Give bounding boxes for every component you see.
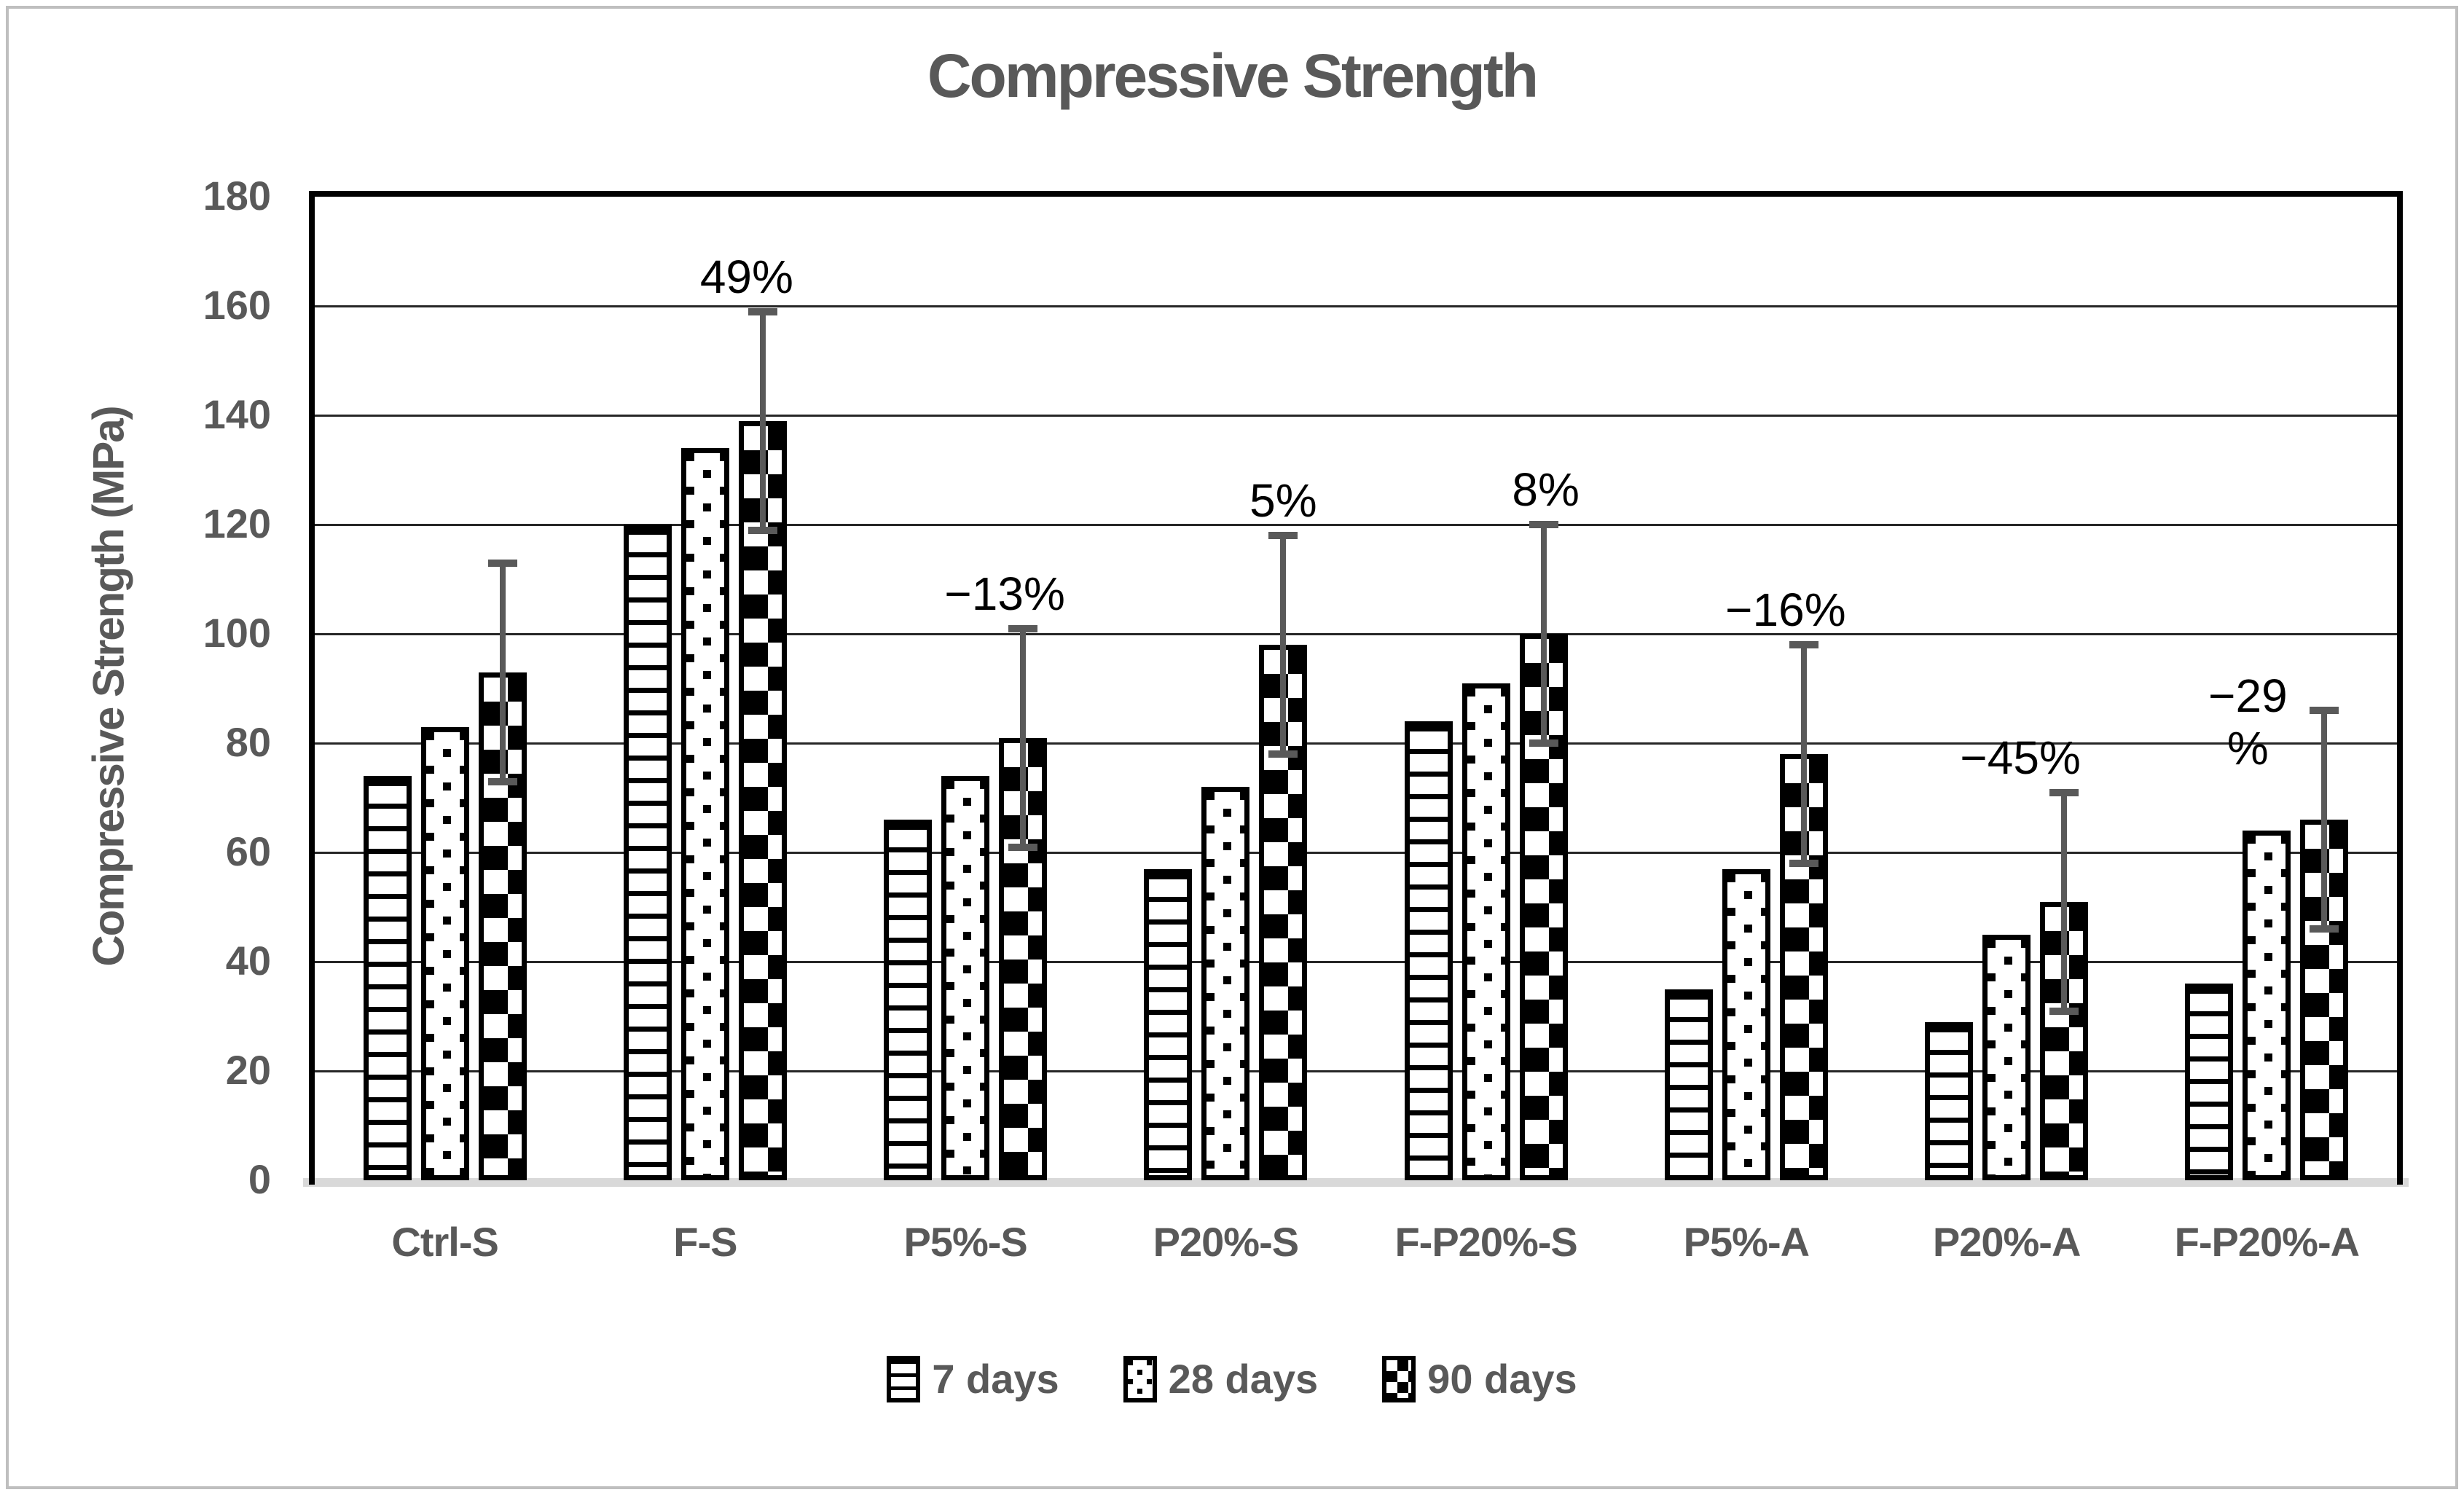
x-tick-label: F-S: [673, 1219, 737, 1265]
error-bar-top-cap: [1789, 641, 1818, 648]
plot-border-left: [309, 191, 315, 1185]
annotation-P5%-A: −16%: [1725, 584, 1846, 636]
bar-28-days: [1201, 787, 1250, 1180]
legend-swatch-icon: [1123, 1355, 1157, 1402]
error-bar-bottom-cap: [1529, 739, 1558, 747]
bar-28-days: [941, 776, 990, 1180]
gridline: [315, 523, 2397, 526]
x-tick-label: Ctrl-S: [391, 1219, 498, 1265]
error-bar: [1800, 645, 1807, 863]
gridline: [315, 1070, 2397, 1072]
legend-item: 90 days: [1382, 1355, 1577, 1402]
error-bar-bottom-cap: [1008, 843, 1038, 851]
annotation-P5%-S: −13%: [944, 567, 1065, 620]
legend-label: 28 days: [1168, 1356, 1319, 1402]
bar-90-days: [478, 672, 527, 1180]
error-bar-top-cap: [1008, 624, 1038, 632]
error-bar-bottom-cap: [2049, 1007, 2079, 1015]
error-bar-top-cap: [2049, 788, 2079, 796]
y-tick-label: 100: [203, 610, 271, 656]
legend-swatch-icon: [887, 1355, 921, 1402]
plot-border-right: [2397, 191, 2403, 1185]
legend-item: 28 days: [1123, 1355, 1319, 1402]
gridline: [315, 632, 2397, 635]
legend-label: 90 days: [1427, 1356, 1577, 1402]
error-bar-top-cap: [2310, 707, 2339, 714]
annotation-F-S: 49%: [699, 250, 793, 303]
plot-area: 49% −13% 5% 8% −16% −45% −29 %: [315, 197, 2397, 1180]
y-tick-label: 180: [203, 173, 271, 219]
y-tick-label: 120: [203, 501, 271, 546]
y-tick-label: 80: [225, 719, 271, 765]
bar-28-days: [1722, 868, 1770, 1180]
bar-7-days: [884, 820, 933, 1180]
annotation-F-P20%-S: 8%: [1512, 463, 1580, 516]
gridline: [315, 305, 2397, 307]
error-bar: [499, 562, 506, 782]
bar-28-days: [1461, 683, 1510, 1180]
error-bar: [2061, 792, 2068, 1011]
x-tick-label: P20%-A: [1932, 1219, 2082, 1265]
bar-90-days: [738, 420, 787, 1180]
error-bar: [1020, 628, 1027, 847]
bar-28-days: [420, 726, 469, 1180]
chart-figure: Compressive Strength Compressive Strengt…: [6, 6, 2458, 1489]
y-tick-label: 0: [248, 1156, 271, 1202]
error-bar-bottom-cap: [2310, 925, 2339, 933]
error-bar: [1540, 525, 1547, 743]
error-bar-bottom-cap: [487, 777, 517, 785]
bar-7-days: [363, 776, 412, 1180]
x-tick-label: F-P20%-A: [2174, 1219, 2360, 1265]
error-bar-bottom-cap: [748, 526, 777, 534]
x-tick-label: P5%-A: [1683, 1219, 1810, 1265]
bar-7-days: [2185, 984, 2234, 1180]
error-bar-top-cap: [1529, 521, 1558, 528]
y-tick-label: 20: [225, 1047, 271, 1093]
bar-7-days: [1925, 1021, 1974, 1180]
y-tick-label: 160: [203, 282, 271, 328]
legend-swatch-icon: [1382, 1355, 1416, 1402]
bar-7-days: [1144, 868, 1193, 1180]
y-axis-title: Compressive Strength (MPa): [84, 407, 133, 967]
gridline: [315, 414, 2397, 417]
legend-item: 7 days: [887, 1355, 1059, 1402]
error-bar-top-cap: [1268, 532, 1298, 539]
y-tick-label: 140: [203, 391, 271, 437]
legend: 7 days 28 days 90 days: [9, 1355, 2455, 1402]
bar-28-days: [680, 448, 729, 1180]
bar-7-days: [623, 525, 672, 1180]
error-bar-bottom-cap: [1789, 860, 1818, 867]
x-tick-label: P5%-S: [903, 1219, 1027, 1265]
error-bar: [759, 311, 766, 530]
legend-label: 7 days: [932, 1356, 1059, 1402]
error-bar: [2321, 710, 2328, 929]
plot-border-top: [309, 191, 2403, 197]
error-bar-bottom-cap: [1268, 750, 1298, 758]
x-tick-label: F-P20%-S: [1394, 1219, 1577, 1265]
bar-28-days: [2243, 831, 2291, 1180]
annotation-F-P20%-A: −29 %: [2208, 670, 2288, 774]
annotation-P20%-A: −45%: [1960, 731, 2081, 784]
x-axis-baseline: [303, 1178, 2409, 1187]
error-bar: [1280, 535, 1287, 754]
bar-7-days: [1404, 721, 1453, 1180]
x-tick-label: P20%-S: [1153, 1219, 1299, 1265]
gridline: [315, 851, 2397, 854]
bar-7-days: [1664, 989, 1713, 1180]
gridline: [315, 960, 2397, 963]
chart-title: Compressive Strength: [927, 42, 1539, 110]
bar-90-days: [999, 737, 1048, 1180]
error-bar-top-cap: [487, 559, 517, 567]
y-tick-label: 60: [225, 828, 271, 874]
annotation-P20%-S: 5%: [1249, 474, 1317, 527]
error-bar-top-cap: [748, 307, 777, 315]
y-tick-label: 40: [225, 938, 271, 984]
gridline: [315, 742, 2397, 745]
bar-28-days: [1982, 934, 2031, 1180]
bar-90-days: [2040, 901, 2089, 1180]
